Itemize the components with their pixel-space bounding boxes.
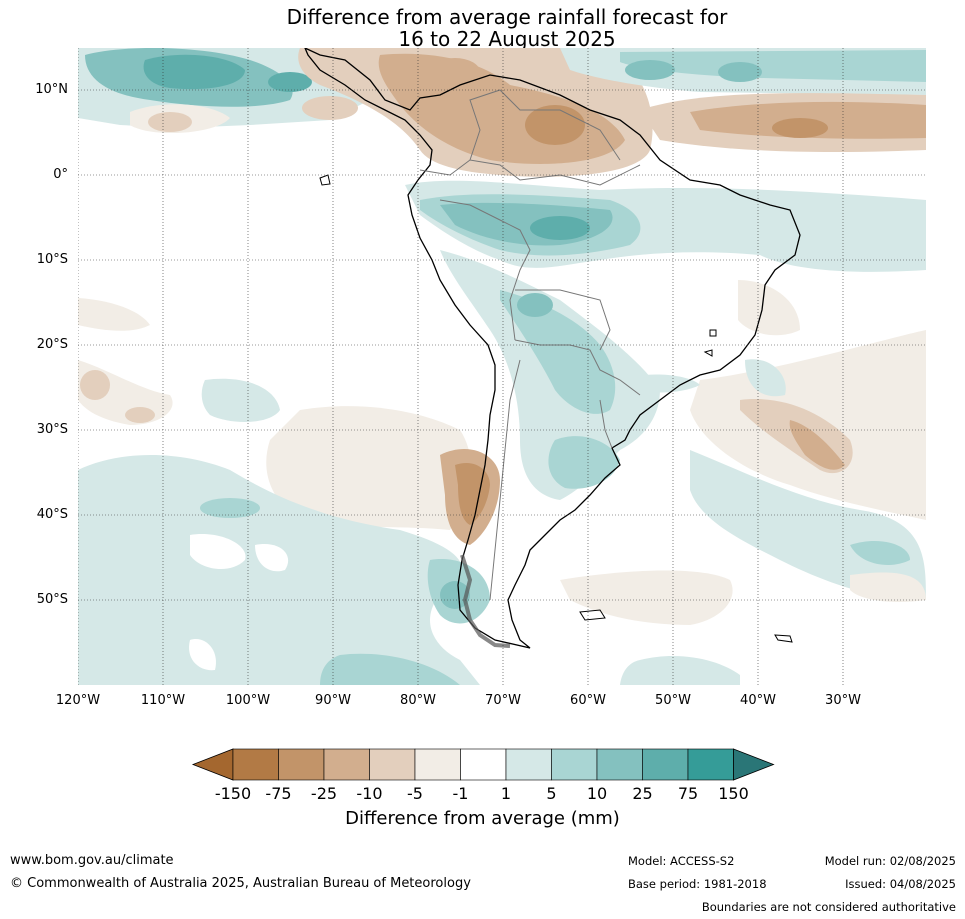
colorbar-tick-label: 150 [718, 784, 749, 803]
colorbar-tick-label: -75 [265, 784, 292, 803]
base-period-text: Base period: 1981-2018 [628, 877, 767, 891]
wet-region-south-atlantic [690, 450, 926, 600]
islands [319, 174, 793, 643]
longitude-label: 60°W [570, 693, 606, 708]
model-text: Model: ACCESS-S2 [628, 854, 735, 868]
website-text: www.bom.gov.au/climate [10, 853, 174, 868]
longitude-label: 70°W [485, 693, 521, 708]
longitude-label: 110°W [140, 693, 186, 708]
copyright-text: © Commonwealth of Australia 2025, Austra… [10, 876, 471, 891]
longitude-label: 100°W [225, 693, 271, 708]
latitude-label: 0° [53, 167, 68, 182]
colorbar-swatch [232, 748, 279, 781]
dry-region-south-pacific [266, 406, 471, 530]
latitude-label: 50°S [36, 592, 68, 607]
national-borders [419, 89, 641, 601]
issued-text: Issued: 04/08/2025 [845, 877, 956, 891]
colorbar-swatch [323, 748, 370, 781]
longitude-label: 50°W [655, 693, 691, 708]
latitude-label: 40°S [36, 507, 68, 522]
latitude-label: 30°S [36, 422, 68, 437]
longitude-label: 80°W [400, 693, 436, 708]
patagonia-fjords [460, 554, 511, 648]
longitude-label: 30°W [825, 693, 861, 708]
colorbar-swatch [505, 748, 552, 781]
south-america-coastline [304, 48, 801, 649]
colorbar-tick-label: 25 [632, 784, 653, 803]
colorbar-extend-low [191, 748, 234, 781]
model-run-text: Model run: 02/08/2025 [824, 854, 956, 868]
colorbar-swatch [642, 748, 689, 781]
colorbar-tick-label: -150 [214, 784, 252, 803]
colorbar-tick-label: 10 [586, 784, 608, 803]
longitude-label: 40°W [740, 693, 776, 708]
map-title-line1: Difference from average rainfall forecas… [286, 5, 728, 29]
longitude-label: 90°W [315, 693, 351, 708]
longitude-label: 120°W [55, 693, 101, 708]
disclaimer-text: Boundaries are not considered authoritat… [701, 900, 956, 914]
colorbar-swatch [687, 748, 734, 781]
colorbar-extend-high [733, 748, 775, 781]
colorbar-tick-label: 1 [500, 784, 512, 803]
colorbar-swatch [414, 748, 461, 781]
colorbar-swatch [596, 748, 643, 781]
colorbar-tick-label: -1 [452, 784, 469, 803]
colorbar-tick-label: -10 [356, 784, 383, 803]
map-field [78, 48, 926, 685]
map-title-line2: 16 to 22 August 2025 [398, 27, 616, 51]
map-gridlines [78, 48, 926, 685]
dry-patches-east-pacific [78, 298, 150, 331]
colorbar-swatch [278, 748, 325, 781]
colorbar-swatch [460, 748, 507, 781]
colorbar-tick-label: 5 [546, 784, 557, 803]
colorbar-tick-label: -25 [310, 784, 338, 803]
latitude-label: 20°S [36, 337, 68, 352]
latitude-label: 10°N [35, 82, 68, 97]
colorbar-title: Difference from average (mm) [345, 808, 620, 829]
colorbar-tick-label: 75 [677, 784, 699, 803]
colorbar-swatch [369, 748, 416, 781]
latitude-label: 10°S [36, 252, 68, 267]
colorbar-tick-label: -5 [407, 784, 423, 803]
colorbar-swatch [551, 748, 598, 781]
